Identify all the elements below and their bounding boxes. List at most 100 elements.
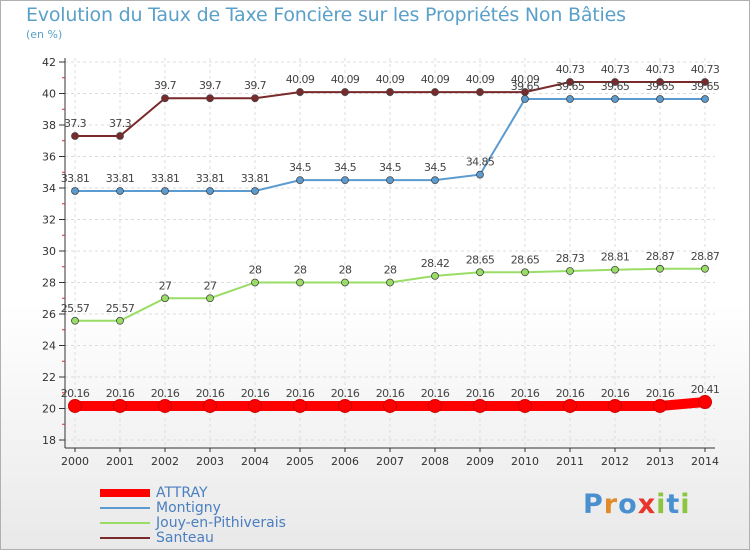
data-label: 33.81 [196, 172, 225, 185]
data-label: 34.85 [466, 156, 495, 169]
data-label: 20.16 [556, 387, 585, 400]
data-label: 28.42 [421, 257, 450, 270]
y-tick-label: 32 [42, 214, 56, 227]
data-point [251, 94, 259, 103]
data-label: 33.81 [61, 172, 90, 185]
data-point [341, 176, 349, 185]
legend-item-santeau: Santeau [100, 530, 286, 546]
data-label: 20.16 [331, 387, 360, 400]
data-point [158, 398, 172, 413]
data-label: 40.09 [286, 73, 315, 86]
data-label: 39.7 [244, 79, 267, 92]
data-label: 28.87 [691, 250, 720, 263]
data-point [296, 88, 304, 96]
data-label: 40.73 [556, 63, 585, 76]
x-tick-label: 2009 [466, 455, 494, 468]
x-tick-label: 2013 [646, 455, 674, 468]
data-label: 20.16 [241, 387, 270, 400]
data-point [71, 187, 79, 195]
data-point [701, 264, 709, 273]
data-label: 25.57 [106, 302, 135, 315]
data-label: 20.16 [376, 387, 405, 400]
y-tick-label: 38 [42, 119, 56, 132]
data-point [701, 95, 709, 103]
chart-subtitle: (en %) [26, 28, 63, 41]
data-label: 33.81 [151, 172, 180, 185]
y-tick-label: 42 [42, 56, 56, 69]
y-tick-label: 24 [42, 340, 56, 353]
x-tick-label: 2001 [106, 455, 134, 468]
data-point [701, 78, 709, 86]
data-label: 40.09 [466, 73, 495, 86]
data-point [476, 268, 484, 277]
data-point [476, 170, 484, 179]
data-label: 28.65 [466, 253, 495, 266]
data-point [338, 398, 352, 413]
data-point [341, 278, 349, 287]
data-point [296, 278, 304, 287]
data-point [611, 265, 619, 274]
x-tick-label: 2003 [196, 455, 224, 468]
data-label: 27 [204, 279, 217, 292]
data-label: 20.16 [601, 387, 630, 400]
y-tick-label: 22 [42, 371, 56, 384]
data-label: 40.09 [376, 73, 405, 86]
y-tick-label: 40 [42, 88, 56, 101]
data-point [116, 316, 124, 325]
data-label: 20.16 [286, 387, 315, 400]
data-label: 28.81 [601, 251, 630, 264]
data-point [251, 278, 259, 287]
x-tick-label: 2011 [556, 455, 584, 468]
legend-swatch-montigny [100, 506, 150, 509]
data-label: 34.5 [379, 161, 402, 174]
data-label: 28 [249, 264, 262, 277]
data-point [566, 267, 574, 275]
data-point [71, 316, 79, 325]
proxiti-logo: Proxiti [583, 489, 691, 520]
legend-item-attray: ATTRAY [100, 485, 286, 501]
data-label: 34.5 [424, 161, 447, 174]
x-tick-label: 2014 [691, 455, 719, 468]
data-point [518, 398, 532, 413]
data-label: 37.3 [109, 117, 132, 130]
data-point [293, 398, 307, 413]
data-label: 40.09 [331, 73, 360, 86]
y-tick-label: 30 [42, 245, 56, 258]
x-tick-label: 2012 [601, 455, 629, 468]
data-point [206, 187, 214, 195]
legend-label-montigny: Montigny [156, 499, 221, 516]
data-label: 39.65 [646, 80, 675, 93]
x-tick-label: 2010 [511, 455, 539, 468]
data-label: 20.16 [106, 387, 135, 400]
legend-item-jouy: Jouy-en-Pithiverais [100, 515, 286, 531]
data-label: 28 [384, 264, 397, 277]
data-label: 20.16 [466, 387, 495, 400]
data-point [611, 78, 619, 86]
data-point [656, 264, 664, 273]
data-point [521, 268, 529, 277]
data-point [248, 398, 262, 413]
legend-swatch-attray [100, 488, 150, 497]
data-point [656, 78, 664, 86]
data-label: 37.3 [64, 117, 87, 130]
x-tick-label: 2007 [376, 455, 404, 468]
data-label: 40.73 [691, 63, 720, 76]
data-point [161, 294, 169, 303]
data-label: 27 [159, 279, 172, 292]
legend-swatch-jouy [100, 521, 150, 524]
x-tick-label: 2005 [286, 455, 314, 468]
grid [65, 58, 715, 448]
data-point [473, 398, 487, 413]
data-point [116, 132, 124, 140]
data-point [251, 187, 259, 195]
axes: 18 20 22 24 26 28 30 32 34 36 38 40 42 2000 2001 2002 20… [42, 56, 719, 468]
x-tick-label: 2000 [61, 455, 89, 468]
data-label: 28.73 [556, 252, 585, 265]
data-point [431, 271, 439, 280]
x-tick-label: 2008 [421, 455, 449, 468]
legend-swatch-santeau [100, 536, 150, 539]
data-label: 40.73 [646, 63, 675, 76]
data-label: 34.5 [334, 161, 357, 174]
data-point [161, 187, 169, 195]
